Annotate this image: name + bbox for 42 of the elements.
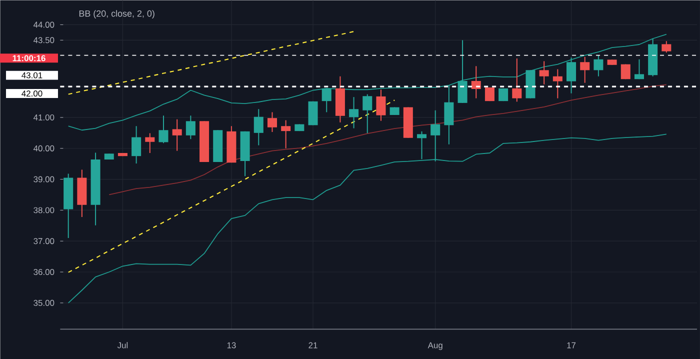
candlestick — [349, 96, 359, 129]
candlestick — [512, 58, 522, 102]
y-tick-label: 44.00 — [33, 22, 54, 28]
candlestick — [158, 115, 168, 144]
x-tick-label: Aug — [428, 342, 442, 350]
candlestick — [145, 132, 155, 154]
y-tick-label: 39.00 — [34, 176, 54, 182]
candlestick — [458, 40, 468, 104]
candlestick — [662, 40, 672, 53]
candlestick — [580, 56, 590, 84]
candlestick — [566, 56, 576, 94]
x-tick-label: 17 — [567, 342, 576, 348]
ref-line-label: 42.00 — [22, 90, 42, 96]
y-tick-label: 38.00 — [34, 207, 54, 214]
candlestick — [498, 88, 508, 102]
y-tick-label: 36.00 — [34, 268, 54, 275]
y-tick-label: 43.50 — [33, 37, 54, 44]
candlestick — [362, 94, 372, 134]
x-tick-label: 21 — [308, 342, 318, 348]
y-tick-label: 35.00 — [34, 300, 54, 306]
candlestick — [267, 112, 277, 132]
y-tick-label: 41.00 — [33, 114, 54, 120]
candlestick — [539, 60, 549, 85]
line-series — [68, 30, 354, 95]
y-tick-label: 37.00 — [34, 238, 54, 244]
candlestick — [552, 68, 562, 99]
candlestick — [484, 86, 494, 102]
candlestick — [172, 118, 182, 152]
y-tick-label: 40.00 — [33, 145, 54, 152]
candlestick — [594, 54, 604, 77]
x-tick-label: Jul — [117, 342, 128, 348]
x-tick-label: 13 — [227, 342, 236, 348]
candlestick — [322, 88, 332, 113]
candlestick — [186, 115, 196, 140]
ref-line-label: 43.01 — [22, 72, 42, 78]
candlestick — [254, 108, 264, 146]
candlestick — [634, 58, 644, 80]
text: 11:00:16 — [12, 55, 46, 62]
candlestick — [281, 120, 291, 149]
candlestick — [376, 89, 386, 122]
candlestick — [132, 126, 142, 164]
text: BB (20, close, 2, 0) — [79, 10, 154, 18]
